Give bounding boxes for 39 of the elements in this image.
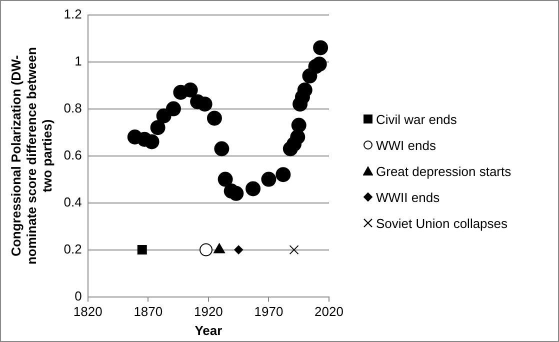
- point: [197, 96, 212, 112]
- x-tick-label: 1920: [194, 304, 223, 320]
- legend-label: Great depression starts: [376, 164, 512, 178]
- y-tick-label: 1: [74, 53, 82, 68]
- x-tick-label: 1970: [254, 304, 284, 320]
- point: [313, 40, 328, 56]
- x-tick-label: 2020: [314, 304, 344, 320]
- point: [228, 186, 244, 201]
- legend-label: WWI ends: [376, 138, 436, 152]
- point: [206, 110, 222, 126]
- y-tick-label: 0.8: [64, 100, 82, 116]
- point: [291, 118, 306, 133]
- point: [276, 167, 291, 182]
- y-tick-label: 1.2: [64, 6, 82, 22]
- x-tick-label: 1870: [134, 304, 163, 320]
- legend-label: Civil war ends: [376, 112, 457, 126]
- point: [312, 56, 327, 72]
- point: [261, 172, 276, 187]
- point: [234, 245, 244, 254]
- point: [214, 141, 230, 156]
- legend-label: Soviet Union collapses: [376, 216, 508, 230]
- point: [137, 245, 147, 255]
- point: [289, 245, 299, 255]
- point: [297, 82, 312, 98]
- point: [144, 134, 160, 150]
- point: [166, 101, 181, 116]
- x-axis-title: Year: [194, 322, 222, 338]
- point: [182, 82, 198, 98]
- y-tick-label: 0.6: [64, 147, 82, 162]
- x-tick-label: 1820: [73, 304, 102, 320]
- legend-label: WWII ends: [376, 190, 440, 204]
- point: [218, 172, 233, 187]
- y-tick-label: 0: [74, 288, 82, 304]
- point: [150, 120, 166, 136]
- y-axis-title: Congressional Polarization (DW-nominate score difference between two parties): [8, 47, 55, 265]
- point: [246, 181, 261, 196]
- point: [200, 243, 213, 256]
- y-tick-label: 0.4: [64, 194, 82, 210]
- y-tick-label: 0.2: [64, 241, 82, 256]
